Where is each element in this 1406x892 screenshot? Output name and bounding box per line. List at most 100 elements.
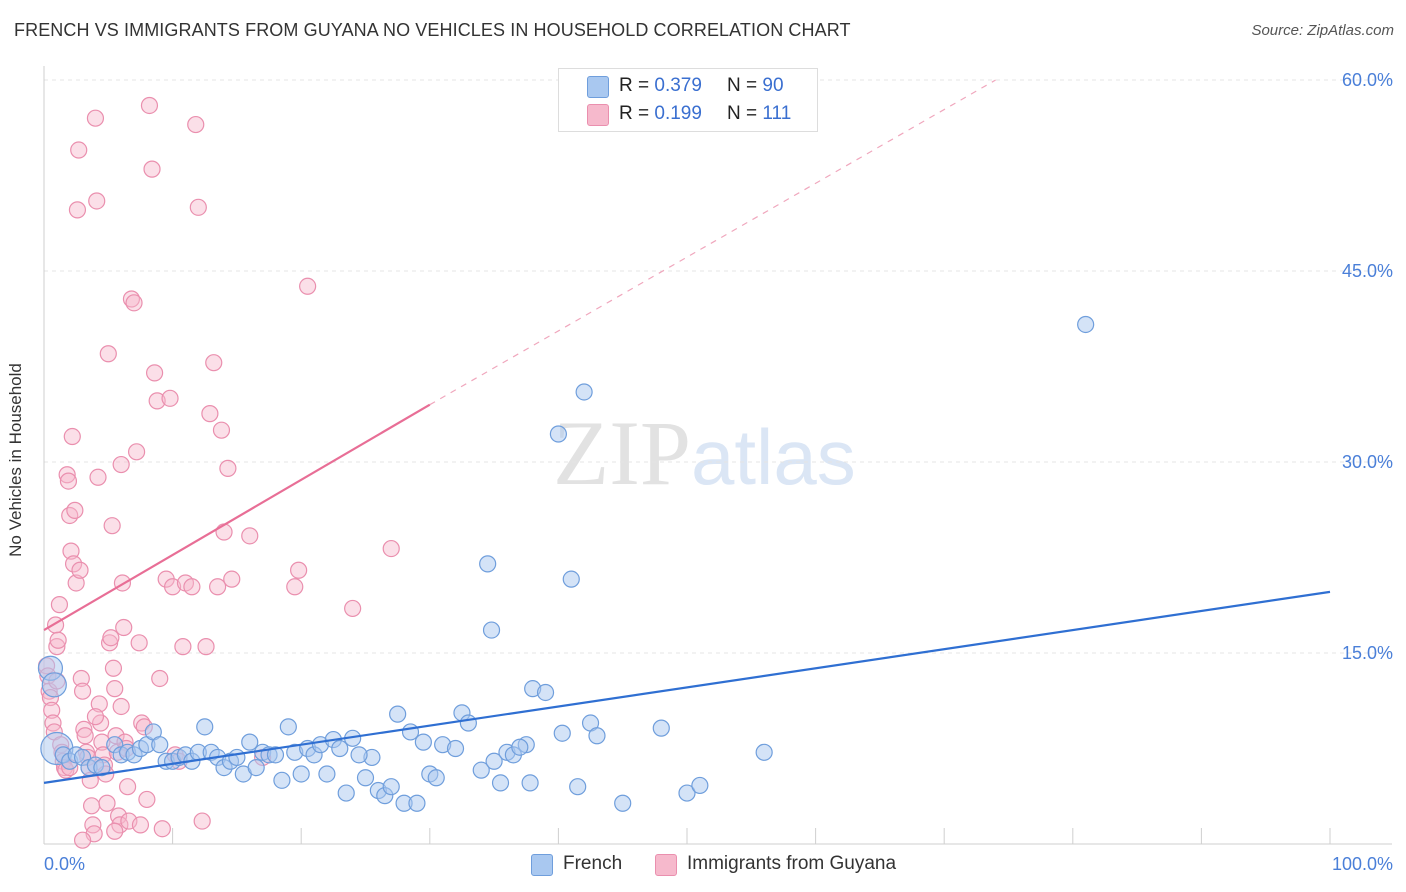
guyana-point-68 <box>130 634 148 652</box>
guyana-point-89 <box>197 638 215 656</box>
french-point-31 <box>241 733 259 751</box>
french-point-78 <box>569 778 587 796</box>
guyana-point-41 <box>90 695 108 713</box>
guyana-point-39 <box>88 192 106 210</box>
trend-line-french <box>43 590 1331 784</box>
guyana-point-5 <box>44 714 62 732</box>
legend-label-guyana: Immigrants from Guyana <box>687 853 897 874</box>
french-point-32 <box>247 758 265 777</box>
watermark-atlas: atlas <box>691 413 856 501</box>
watermark-zip: ZIP <box>553 402 691 504</box>
french-point-81 <box>588 727 606 745</box>
french-point-85 <box>691 776 709 795</box>
series-french-points <box>37 315 1095 812</box>
french-point-45 <box>331 739 349 758</box>
guyana-point-95 <box>219 459 237 477</box>
legend-swatch-guyana <box>587 104 609 126</box>
trend-line-guyana-extension <box>429 79 996 406</box>
x-tick-label-0: 0.0% <box>44 854 85 874</box>
guyana-point-66 <box>125 294 143 312</box>
legend-r-french: R = 0.379 <box>619 75 702 96</box>
guyana-point-91 <box>205 354 223 372</box>
guyana-point-22 <box>66 501 84 519</box>
guyana-point-23 <box>67 574 85 592</box>
guyana-point-90 <box>201 405 219 423</box>
guyana-point-60 <box>115 618 133 637</box>
guyana-point-105 <box>106 822 124 840</box>
french-point-48 <box>356 769 375 787</box>
guyana-point-83 <box>174 638 192 656</box>
guyana-point-103 <box>382 539 400 558</box>
trend-line-guyana <box>43 403 431 632</box>
french-point-29 <box>228 748 246 767</box>
guyana-point-30 <box>76 727 94 745</box>
legend-label-french: French <box>563 853 623 874</box>
x-tick-label-1: 100.0% <box>1332 854 1393 874</box>
guyana-point-51 <box>103 517 121 535</box>
guyana-point-73 <box>143 160 161 178</box>
y-tick-label-0: 15.0% <box>1342 643 1393 663</box>
guyana-point-79 <box>161 389 179 407</box>
guyana-point-96 <box>223 570 241 588</box>
french-point-37 <box>279 718 297 736</box>
guyana-point-50 <box>102 629 120 647</box>
guyana-point-16 <box>58 466 76 484</box>
french-point-66 <box>482 621 501 639</box>
guyana-point-27 <box>72 669 90 688</box>
guyana-point-63 <box>118 778 137 796</box>
axes <box>43 66 1392 845</box>
french-point-36 <box>273 771 291 789</box>
legend-n-french: N = 90 <box>727 75 784 96</box>
french-point-68 <box>491 774 510 792</box>
french-point-43 <box>318 765 336 783</box>
guyana-point-75 <box>148 392 166 410</box>
french-point-67 <box>485 752 503 770</box>
guyana-point-17 <box>59 472 78 490</box>
y-tick-label-1: 30.0% <box>1342 452 1393 472</box>
guyana-point-21 <box>64 555 83 573</box>
guyana-point-74 <box>145 364 164 382</box>
watermark: ZIPatlas <box>553 400 856 506</box>
guyana-point-92 <box>209 578 227 596</box>
guyana-point-48 <box>99 345 117 363</box>
guyana-point-80 <box>164 578 182 596</box>
guyana-point-47 <box>98 794 116 812</box>
guyana-point-106 <box>131 816 150 834</box>
french-point-61 <box>446 739 465 758</box>
guyana-point-93 <box>212 421 231 439</box>
legend-swatch-guyana-bottom <box>655 854 677 876</box>
guyana-point-18 <box>61 506 79 525</box>
grid <box>44 79 1392 654</box>
guyana-point-29 <box>75 720 93 739</box>
french-point-35 <box>266 746 285 764</box>
guyana-point-9 <box>49 631 67 649</box>
french-point-63 <box>459 714 477 732</box>
guyana-point-71 <box>138 790 156 809</box>
guyana-point-100 <box>290 561 308 579</box>
tick-labels: 15.0% 30.0% 45.0% 60.0% 0.0% 100.0% <box>44 70 1393 874</box>
french-point-65 <box>479 555 497 573</box>
french-point-74 <box>536 683 555 702</box>
french-point-9 <box>93 758 111 777</box>
french-point-46 <box>337 784 355 802</box>
trend-lines <box>43 79 1331 784</box>
guyana-point-102 <box>344 599 362 618</box>
legend-correlation: R = 0.379 N = 90 R = 0.199 N = 111 <box>558 68 818 132</box>
legend-row-guyana: R = 0.199 N = 111 <box>559 101 817 129</box>
guyana-point-35 <box>82 797 101 815</box>
french-point-84 <box>678 784 696 802</box>
guyana-point-97 <box>241 527 259 545</box>
french-point-1 <box>41 672 67 698</box>
guyana-point-87 <box>189 198 207 216</box>
french-point-72 <box>521 774 539 792</box>
y-tick-label-2: 45.0% <box>1342 261 1393 281</box>
guyana-point-86 <box>187 115 205 134</box>
legend-swatch-french <box>587 76 609 98</box>
french-point-77 <box>562 570 580 588</box>
guyana-point-109 <box>112 697 130 716</box>
legend-swatch-french-bottom <box>531 854 553 876</box>
guyana-point-77 <box>153 820 171 838</box>
french-point-56 <box>408 794 426 812</box>
guyana-point-94 <box>215 523 233 541</box>
